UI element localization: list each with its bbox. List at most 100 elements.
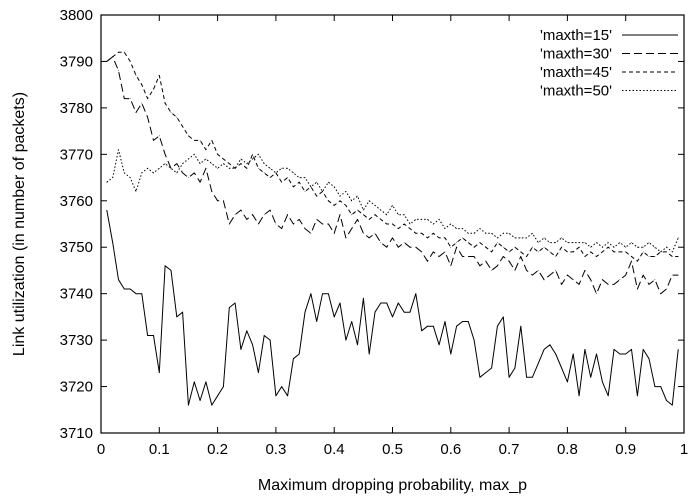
data-point bbox=[328, 223, 329, 225]
data-point bbox=[351, 214, 353, 216]
series-layer bbox=[106, 51, 679, 406]
data-point bbox=[293, 223, 294, 225]
data-point bbox=[345, 205, 347, 206]
data-point bbox=[240, 209, 242, 211]
data-point bbox=[188, 404, 189, 406]
data-point bbox=[205, 149, 207, 151]
data-point bbox=[467, 321, 469, 322]
data-point bbox=[228, 167, 230, 169]
data-point bbox=[415, 293, 417, 295]
data-point bbox=[596, 242, 597, 244]
data-point bbox=[619, 353, 621, 355]
data-point bbox=[660, 386, 662, 387]
y-tick-label: 3760 bbox=[60, 193, 93, 210]
data-point bbox=[164, 163, 166, 165]
data-point bbox=[164, 265, 166, 267]
data-point bbox=[234, 302, 236, 304]
data-point bbox=[135, 75, 137, 76]
data-point bbox=[386, 246, 388, 248]
data-point bbox=[514, 246, 516, 248]
data-point bbox=[363, 209, 364, 211]
data-point bbox=[246, 163, 248, 165]
data-point bbox=[258, 372, 259, 373]
y-tick-label: 3710 bbox=[60, 425, 93, 442]
data-point bbox=[572, 251, 574, 253]
data-point bbox=[333, 205, 335, 206]
y-tick-label: 3720 bbox=[60, 379, 93, 396]
data-point bbox=[456, 325, 457, 327]
data-point bbox=[223, 386, 224, 387]
data-point bbox=[158, 372, 160, 373]
data-point bbox=[427, 325, 428, 327]
x-tick-label: 0.2 bbox=[207, 441, 228, 458]
data-point bbox=[153, 172, 154, 174]
legend: 'maxth=15' 'maxth=30''maxth=45' 'maxth=50' bbox=[540, 27, 678, 100]
series-group-2 bbox=[106, 56, 679, 295]
data-point bbox=[368, 200, 370, 202]
data-point bbox=[502, 246, 504, 248]
data-point bbox=[205, 158, 207, 160]
data-point bbox=[491, 270, 492, 271]
data-point bbox=[619, 242, 621, 244]
data-point bbox=[182, 126, 184, 127]
data-point bbox=[596, 293, 597, 295]
data-point bbox=[543, 349, 545, 350]
data-point bbox=[310, 293, 312, 295]
y-tick-label: 3740 bbox=[60, 286, 93, 303]
data-point bbox=[147, 167, 149, 169]
data-point bbox=[170, 112, 172, 113]
data-point bbox=[298, 219, 300, 220]
data-point bbox=[357, 219, 358, 220]
data-point bbox=[176, 116, 178, 118]
data-point bbox=[339, 200, 341, 202]
x-tick-label: 0.8 bbox=[557, 441, 578, 458]
data-point bbox=[182, 172, 184, 174]
data-point bbox=[421, 219, 423, 220]
data-point bbox=[415, 232, 417, 234]
data-point bbox=[642, 246, 644, 248]
data-point bbox=[129, 177, 131, 179]
data-point bbox=[380, 302, 382, 304]
data-point bbox=[508, 251, 510, 253]
data-point bbox=[537, 362, 539, 364]
data-point bbox=[153, 88, 154, 90]
x-axis-title: Maximum dropping probability, max_p bbox=[258, 477, 527, 494]
data-point bbox=[648, 284, 650, 285]
data-point bbox=[228, 163, 230, 165]
data-point bbox=[252, 158, 254, 160]
data-point bbox=[234, 167, 236, 169]
data-point bbox=[537, 270, 539, 271]
data-point bbox=[543, 237, 545, 239]
data-point bbox=[397, 228, 399, 230]
data-point bbox=[106, 209, 108, 211]
x-tick-label: 0.3 bbox=[265, 441, 286, 458]
data-point bbox=[158, 75, 160, 76]
data-point bbox=[561, 284, 562, 285]
data-point bbox=[671, 274, 673, 276]
data-point bbox=[421, 232, 423, 234]
data-point bbox=[164, 102, 166, 104]
data-point bbox=[234, 214, 236, 216]
data-point bbox=[345, 237, 347, 239]
data-point bbox=[485, 372, 487, 373]
data-point bbox=[666, 288, 667, 290]
data-point bbox=[322, 223, 323, 225]
data-point bbox=[549, 251, 551, 253]
data-point bbox=[135, 293, 137, 295]
data-point bbox=[217, 167, 219, 169]
data-point bbox=[584, 242, 586, 244]
data-point bbox=[526, 237, 527, 239]
y-tick-label: 3800 bbox=[60, 7, 93, 24]
data-point bbox=[351, 200, 353, 202]
data-point bbox=[141, 293, 143, 295]
data-point bbox=[380, 209, 382, 211]
data-point bbox=[572, 279, 574, 281]
data-point bbox=[158, 167, 160, 169]
data-point bbox=[304, 311, 306, 313]
data-point bbox=[176, 316, 178, 318]
data-point bbox=[357, 195, 358, 197]
data-point bbox=[631, 349, 632, 350]
y-tick-label: 3790 bbox=[60, 53, 93, 70]
data-point bbox=[287, 177, 288, 179]
data-point bbox=[269, 177, 271, 179]
